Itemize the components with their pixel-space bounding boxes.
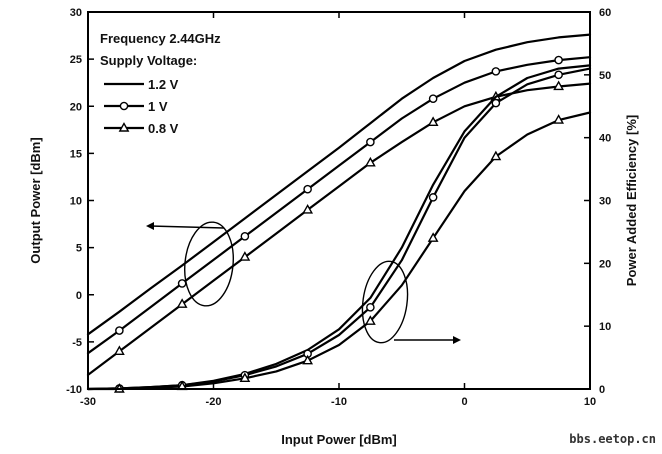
- series-right-0-8-v-point: [364, 315, 376, 325]
- y-axis-left-title: Output Power [dBm]: [28, 137, 43, 263]
- legend-entry-0-8-v-label: 0.8 V: [148, 121, 179, 136]
- x-tick-label: -30: [80, 396, 96, 408]
- legend-entry-1-v-marker: [119, 101, 129, 111]
- series-right-1-v-point: [554, 70, 563, 80]
- series-left-1-v: [86, 55, 592, 355]
- legend-entry-0-8-v-marker: [118, 122, 130, 132]
- series-left-1-v-point: [303, 184, 312, 194]
- series-right-1-v-point: [366, 303, 375, 312]
- series-left-0-8-v-point: [176, 298, 188, 308]
- series-left-1-v-point: [491, 67, 501, 76]
- y-right-tick-label: 10: [599, 321, 611, 333]
- series-right-1-v: [86, 67, 592, 393]
- series-left-1-v-point: [428, 94, 438, 104]
- annotation-arrowhead-output-power: [146, 222, 154, 230]
- legend-title-frequency: Frequency 2.44GHz: [100, 31, 221, 46]
- series-left-1-v-point: [240, 232, 250, 241]
- annotation-ellipse-pae: [361, 260, 409, 344]
- series-left-0-8-v-line: [86, 82, 592, 376]
- y-left-tick-label: -5: [72, 337, 82, 349]
- series-left-0-8-v-point: [427, 116, 439, 126]
- x-tick-label: 0: [461, 396, 467, 408]
- series-left-1-v-line: [86, 56, 592, 355]
- annotation-arrowhead-pae: [453, 336, 461, 344]
- series-right-0-8-v-point: [427, 232, 439, 242]
- x-tick-label: 10: [584, 396, 596, 408]
- series-left-0-8-v-point: [553, 80, 565, 91]
- series-left-0-8-v-point: [113, 345, 125, 355]
- y-right-tick-label: 20: [599, 258, 611, 270]
- y-right-tick-label: 30: [599, 196, 611, 208]
- chart-series-group: [86, 33, 592, 393]
- series-right-0-8-v-point: [239, 372, 251, 383]
- x-axis-title: Input Power [dBm]: [281, 432, 397, 447]
- y-left-tick-label: 20: [70, 101, 82, 113]
- series-left-0-8-v-point: [302, 203, 314, 214]
- series-right-0-8-v: [86, 111, 592, 393]
- series-right-0-8-v-point: [490, 150, 502, 161]
- y-left-tick-label: 5: [76, 243, 82, 255]
- series-left-1-v-point: [177, 279, 187, 288]
- y-left-tick-label: -10: [66, 384, 82, 396]
- series-left-1-v-point: [554, 55, 563, 65]
- legend-entry-1-2-v: 1.2 V: [104, 77, 179, 92]
- chart-ticks: -30 -20 -10 0 10-10-505101520253001020304050…: [66, 7, 611, 408]
- legend-title-supply-voltage: Supply Voltage:: [100, 53, 197, 68]
- series-left-1-2-v-line: [86, 33, 592, 336]
- series-left-1-v-point: [115, 326, 124, 335]
- series-right-0-8-v-point: [553, 114, 565, 124]
- series-left-1-2-v: [86, 33, 592, 336]
- y-left-tick-label: 15: [70, 148, 82, 160]
- series-right-1-v-point: [491, 98, 501, 108]
- annotation-arrow-output-power: [149, 225, 225, 229]
- legend-entry-1-2-v-label: 1.2 V: [148, 77, 179, 92]
- y-left-tick-label: 30: [70, 7, 82, 19]
- legend-entry-1-v: 1 V: [104, 99, 168, 114]
- y-left-tick-label: 10: [70, 196, 82, 208]
- series-left-1-v-point: [366, 137, 375, 147]
- y-left-tick-label: 0: [76, 290, 82, 302]
- legend-entry-1-v-label: 1 V: [148, 99, 168, 114]
- series-right-1-v-point: [428, 193, 438, 202]
- series-left-0-8-v-point: [239, 251, 251, 261]
- x-tick-label: -10: [331, 396, 347, 408]
- y-right-tick-label: 50: [599, 70, 611, 82]
- y-left-tick-label: 25: [70, 54, 82, 66]
- y-right-tick-label: 60: [599, 7, 611, 19]
- series-right-0-8-v-line: [86, 111, 592, 391]
- watermark-text: bbs.eetop.cn: [569, 432, 656, 446]
- chart-legend: Frequency 2.44GHz Supply Voltage: 1.2 V 1…: [100, 31, 221, 136]
- series-left-0-8-v-point: [364, 156, 376, 167]
- y-right-tick-label: 40: [599, 133, 611, 145]
- y-right-tick-label: 0: [599, 384, 605, 396]
- legend-entry-0-8-v: 0.8 V: [104, 121, 179, 136]
- series-right-0-8-v-point: [302, 354, 314, 365]
- series-right-1-v-line: [86, 67, 592, 391]
- y-axis-right-title: Power Added Efficiency [%]: [624, 115, 639, 286]
- x-tick-label: -20: [206, 396, 222, 408]
